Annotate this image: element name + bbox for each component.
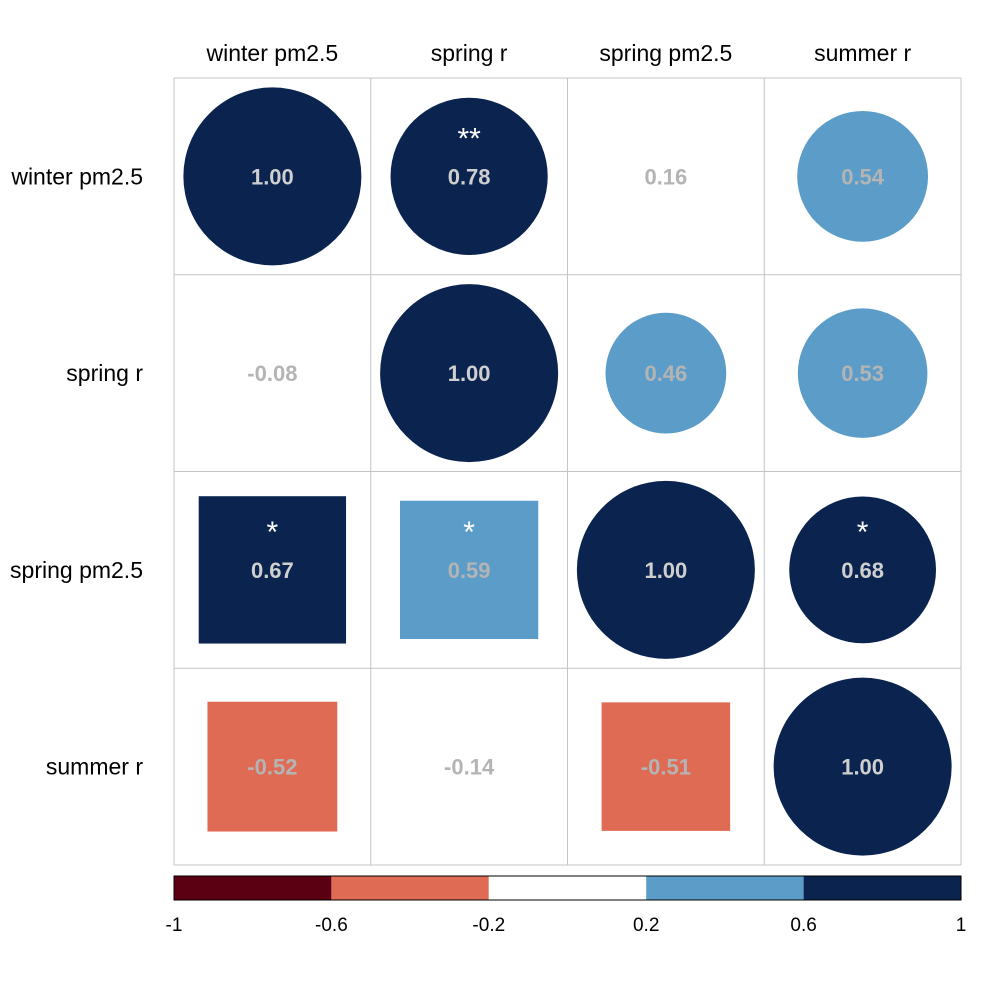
correlation-circle — [773, 677, 952, 856]
colorbar: -1 -0.6 -0.2 0.2 0.6 1 — [166, 875, 967, 936]
cell-r4-c4: 1.00 — [773, 677, 952, 856]
significance-marker: ** — [457, 122, 481, 155]
value-label: -0.51 — [641, 755, 691, 780]
value-label: 1.00 — [644, 558, 687, 583]
colorbar-tick-label: 0.2 — [633, 915, 659, 936]
value-label: 0.54 — [841, 164, 885, 189]
value-label: 0.78 — [448, 164, 491, 189]
row-label-spring-r: spring r — [66, 360, 143, 386]
column-label-spring-pm2-5: spring pm2.5 — [599, 40, 732, 66]
cell-r3-c3: 1.00 — [576, 480, 755, 659]
column-label-spring-r: spring r — [431, 40, 508, 66]
row-labels: winter pm2.5 spring r spring pm2.5 summer r — [10, 163, 143, 779]
colorbar-tick-label: -0.6 — [315, 915, 348, 936]
column-label-summer-r: summer r — [814, 40, 911, 66]
correlation-square — [198, 496, 347, 644]
correlation-circle — [797, 308, 928, 438]
cell-r2-c3: 0.46 — [605, 312, 727, 434]
significance-marker: * — [267, 516, 279, 549]
significance-marker: * — [857, 516, 869, 549]
cell-r2-c4: 0.53 — [797, 308, 928, 438]
cell-r1-c1: 1.00 — [183, 87, 362, 266]
cell-r2-c2: 1.00 — [380, 284, 559, 463]
cell-r4-c1: -0.52 — [207, 701, 338, 832]
matrix-grid — [173, 77, 962, 866]
value-label: 1.00 — [841, 755, 884, 780]
row-label-summer-r: summer r — [46, 754, 143, 780]
colorbar-tick-label: -0.2 — [472, 915, 505, 936]
cell-r4-c2: -0.14 — [444, 755, 495, 780]
cell-r3-c1: 0.67 * — [198, 496, 347, 644]
correlation-circle — [183, 87, 362, 266]
cell-r4-c3: -0.51 — [601, 702, 731, 831]
value-label: -0.08 — [247, 361, 297, 386]
significance-marker: * — [463, 516, 475, 549]
cell-r3-c4: 0.68 * — [789, 496, 937, 644]
cell-r1-c2: 0.78 ** — [390, 97, 548, 255]
value-label: 1.00 — [251, 164, 294, 189]
colorbar-segment — [174, 876, 332, 900]
colorbar-segment — [331, 876, 489, 900]
colorbar-segment — [803, 876, 961, 900]
colorbar-segment — [646, 876, 804, 900]
value-label: 0.59 — [448, 558, 491, 583]
column-label-winter-pm2-5: winter pm2.5 — [206, 40, 339, 66]
correlation-circle — [605, 312, 727, 434]
value-label: -0.52 — [247, 755, 297, 780]
colorbar-segment — [488, 876, 647, 900]
correlation-circle — [380, 284, 559, 463]
colorbar-border — [173, 875, 962, 901]
value-label: 0.16 — [644, 164, 687, 189]
cell-r1-c3: 0.16 — [644, 164, 687, 189]
correlation-circle — [789, 496, 937, 644]
colorbar-tick-label: 0.6 — [790, 915, 816, 936]
colorbar-tick-label: -1 — [166, 915, 183, 936]
row-label-spring-pm2-5: spring pm2.5 — [10, 557, 143, 583]
row-label-winter-pm2-5: winter pm2.5 — [10, 163, 143, 189]
value-label: -0.14 — [444, 755, 495, 780]
column-labels: winter pm2.5 spring r spring pm2.5 summer r — [206, 40, 912, 66]
cell-r2-c1: -0.08 — [247, 361, 297, 386]
value-label: 1.00 — [448, 361, 491, 386]
correlation-circle — [390, 97, 548, 255]
cell-r3-c2: 0.59 * — [399, 500, 539, 640]
correlation-square — [399, 500, 539, 640]
value-label: 0.68 — [841, 558, 884, 583]
correlation-circle — [576, 480, 755, 659]
value-label: 0.46 — [644, 361, 687, 386]
value-label: 0.67 — [251, 558, 294, 583]
correlation-square — [207, 701, 338, 832]
matrix-cells: 1.00 0.78**0.16 0.54-0.08 1.00 0.46 0.530.67*… — [183, 87, 952, 856]
value-label: 0.53 — [841, 361, 884, 386]
cell-r1-c4: 0.54 — [797, 110, 929, 242]
colorbar-tick-label: 1 — [956, 915, 967, 936]
correlation-square — [601, 702, 731, 831]
correlation-circle — [797, 110, 929, 242]
